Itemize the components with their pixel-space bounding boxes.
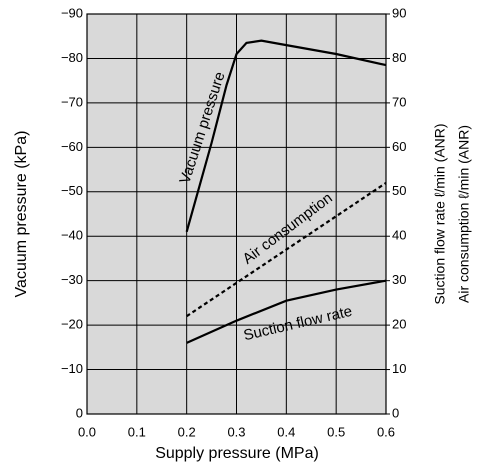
x-tick-label: 0.2 [178, 424, 196, 439]
y-tick-label: −40 [61, 228, 83, 243]
y-tick-label: −30 [61, 272, 83, 287]
y2-tick-label: 30 [392, 272, 406, 287]
plot-frame [86, 13, 387, 415]
x-tick-label: 0.0 [78, 424, 96, 439]
series-line [186, 181, 387, 318]
y2-tick-label: 10 [392, 361, 406, 376]
y-tick-label: 0 [76, 405, 83, 420]
series-group [185, 39, 387, 344]
x-tick-label: 0.3 [227, 424, 245, 439]
y-tick-label: −50 [61, 183, 83, 198]
y2-tick-label: 50 [392, 183, 406, 198]
series-line [186, 279, 387, 344]
series-line [185, 39, 387, 233]
y-tick-label: −60 [61, 139, 83, 154]
y-tick-label: −90 [61, 5, 83, 20]
y2-tick-label: 90 [392, 5, 406, 20]
x-tick-label: 0.4 [277, 424, 295, 439]
y2-tick-label: 0 [392, 405, 399, 420]
y-tick-label: −20 [61, 317, 83, 332]
y-axis-title: Vacuum pressure (kPa) [13, 131, 30, 298]
x-tick-label: 0.6 [377, 424, 395, 439]
x-tick-label: 0.1 [128, 424, 146, 439]
y2-tick-label: 40 [392, 228, 406, 243]
y2-tick-label: 70 [392, 94, 406, 109]
y-tick-label: −10 [61, 361, 83, 376]
y-tick-label: −70 [61, 94, 83, 109]
y2-axis-title: Suction flow rate ℓ/min (ANR) [432, 123, 448, 304]
x-tick-label: 0.5 [327, 424, 345, 439]
y2-tick-label: 20 [392, 317, 406, 332]
y2-axis-title: Air consumption ℓ/min (ANR) [456, 125, 472, 303]
x-axis-title: Supply pressure (MPa) [155, 445, 319, 462]
y-tick-label: −80 [61, 50, 83, 65]
y2-tick-label: 60 [392, 139, 406, 154]
y2-tick-label: 80 [392, 50, 406, 65]
